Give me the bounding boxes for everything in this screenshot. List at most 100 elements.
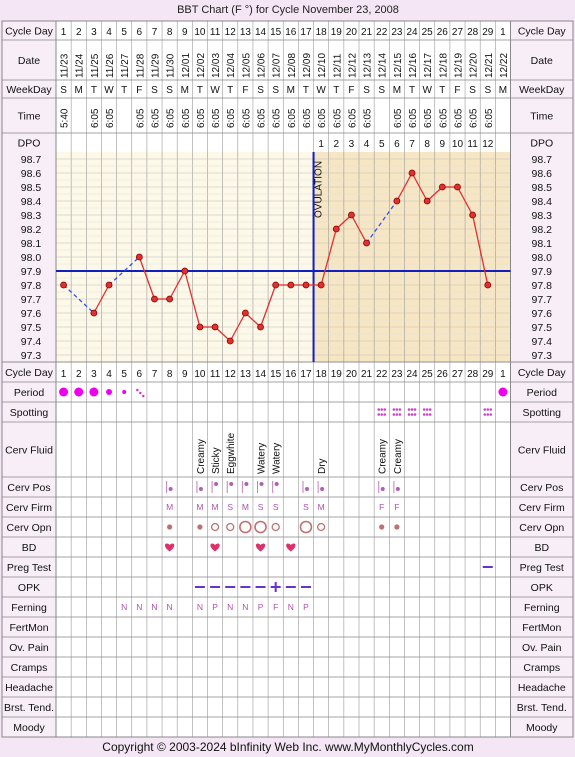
row-label-right-cerv_opn: Cerv Opn (519, 522, 564, 534)
cerv-pos-mark (304, 487, 309, 491)
period-mark (59, 387, 69, 397)
cycle-day-label-bottom: 4 (106, 369, 112, 380)
cerv-fluid-label: Sticky (211, 447, 222, 474)
y-tick-label-right: 98.0 (532, 252, 553, 264)
spotting-mark (428, 413, 432, 416)
row-label-right-brst_tend: Brst. Tend. (517, 702, 567, 714)
temp-point (302, 281, 310, 289)
temp-point (484, 281, 492, 289)
time-label: 6:05 (90, 108, 101, 128)
row-label-right-headache: Headache (518, 682, 566, 694)
cycle-day-label: 18 (316, 27, 328, 38)
row-label-right-preg_test: Preg Test (520, 562, 564, 574)
period-mark (89, 387, 99, 397)
weekday-label: F (136, 85, 142, 96)
cycle-day-label-bottom: 27 (452, 369, 464, 380)
row-label-cerv_opn: Cerv Opn (7, 522, 52, 534)
weekday-label: F (348, 85, 354, 96)
cycle-day-label-bottom: 16 (285, 369, 297, 380)
y-tick-label-right: 97.4 (532, 336, 553, 348)
date-label: 12/08 (287, 53, 298, 78)
cycle-day-label-bottom: 21 (361, 369, 373, 380)
spotting-mark (407, 413, 411, 416)
cycle-day-label: 15 (270, 27, 282, 38)
row-label-cerv_fluid: Cerv Fluid (5, 445, 53, 457)
temp-segment (320, 228, 337, 286)
weekday-label: W (210, 85, 220, 96)
period-mark (122, 390, 127, 394)
cerv-fluid-label: Creamy (196, 439, 207, 474)
temp-segment (214, 326, 231, 342)
cycle-day-label-bottom: 13 (240, 369, 252, 380)
temp-segment (396, 172, 413, 202)
spotting-mark (398, 408, 402, 411)
date-label: 11/26 (105, 53, 116, 78)
spotting-mark (392, 413, 396, 416)
date-label: 12/14 (378, 53, 389, 78)
temp-segment (259, 284, 277, 328)
row-label-preg_test: Preg Test (7, 562, 51, 574)
bd-heart (255, 543, 266, 552)
ferning-mark: P (212, 602, 218, 612)
date-label: 11/24 (75, 53, 86, 78)
y-tick-label: 98.6 (21, 168, 42, 180)
row-label-fertmon: FertMon (9, 622, 48, 634)
spotting-mark (407, 408, 411, 411)
cerv-opn-closed (167, 524, 173, 530)
cycle-day-label-bottom: 8 (167, 369, 173, 380)
cycle-day-label: 25 (422, 27, 434, 38)
temp-point (196, 323, 204, 331)
time-label: 6:05 (453, 108, 464, 128)
ferning-mark: F (273, 602, 278, 612)
cerv-pos-mark (168, 487, 173, 491)
spotting-mark (486, 413, 490, 416)
cycle-day-label: 12 (225, 27, 237, 38)
cycle-day-label-bottom: 6 (137, 369, 143, 380)
time-label: 6:05 (438, 108, 449, 128)
weekday-label: T (121, 85, 127, 96)
y-tick-label-right: 98.5 (532, 182, 553, 194)
spotting-mark (383, 408, 387, 411)
cerv-fluid-label: Eggwhite (226, 432, 237, 474)
temp-point (211, 323, 219, 331)
cerv-fluid-label: Watery (257, 443, 268, 474)
time-label: 6:05 (393, 108, 404, 128)
y-tick-label-right: 98.1 (532, 238, 553, 250)
cerv-firm-mark: S (303, 502, 309, 512)
row-label-right-cycle_day: Cycle Day (518, 26, 567, 38)
temp-point (363, 239, 370, 247)
date-label: 11/27 (120, 53, 131, 78)
cerv-opn-medium (226, 522, 235, 532)
y-tick-label: 98.4 (21, 196, 42, 208)
weekday-label: M (75, 85, 83, 96)
temp-point (166, 295, 174, 303)
date-label: 12/11 (332, 53, 343, 78)
row-label-right-ferning: Ferning (524, 602, 560, 614)
cerv-pos-mark (395, 487, 400, 491)
y-tick-label-right: 98.3 (532, 210, 553, 222)
cycle-day-label-bottom: 12 (225, 369, 237, 380)
y-tick-label-right: 97.3 (532, 350, 553, 362)
cerv-opn-closed (394, 524, 400, 530)
time-label: 6:05 (241, 108, 252, 128)
cerv-firm-mark: M (318, 502, 325, 512)
cerv-opn-closed (379, 524, 385, 530)
period-mark (106, 389, 113, 395)
ferning-mark: N (288, 602, 294, 612)
cerv-opn-medium (210, 522, 220, 532)
time-label: 6:05 (226, 108, 237, 128)
spotting-mark (380, 413, 384, 416)
time-label: 6:05 (272, 108, 283, 128)
cerv-opn-open (254, 520, 267, 534)
row-label-right-cycle_day: Cycle Day (518, 367, 567, 379)
cycle-day-label: 24 (406, 27, 418, 38)
temp-segment (244, 312, 261, 328)
cycle-day-label-bottom: 26 (437, 369, 449, 380)
spotting-mark (392, 408, 396, 411)
cycle-day-label: 2 (76, 27, 82, 38)
cycle-day-label-bottom: 24 (406, 369, 418, 380)
date-label: 12/15 (393, 53, 404, 78)
date-label: 12/22 (499, 53, 510, 78)
temp-segment (471, 214, 489, 286)
temp-point (408, 169, 416, 177)
